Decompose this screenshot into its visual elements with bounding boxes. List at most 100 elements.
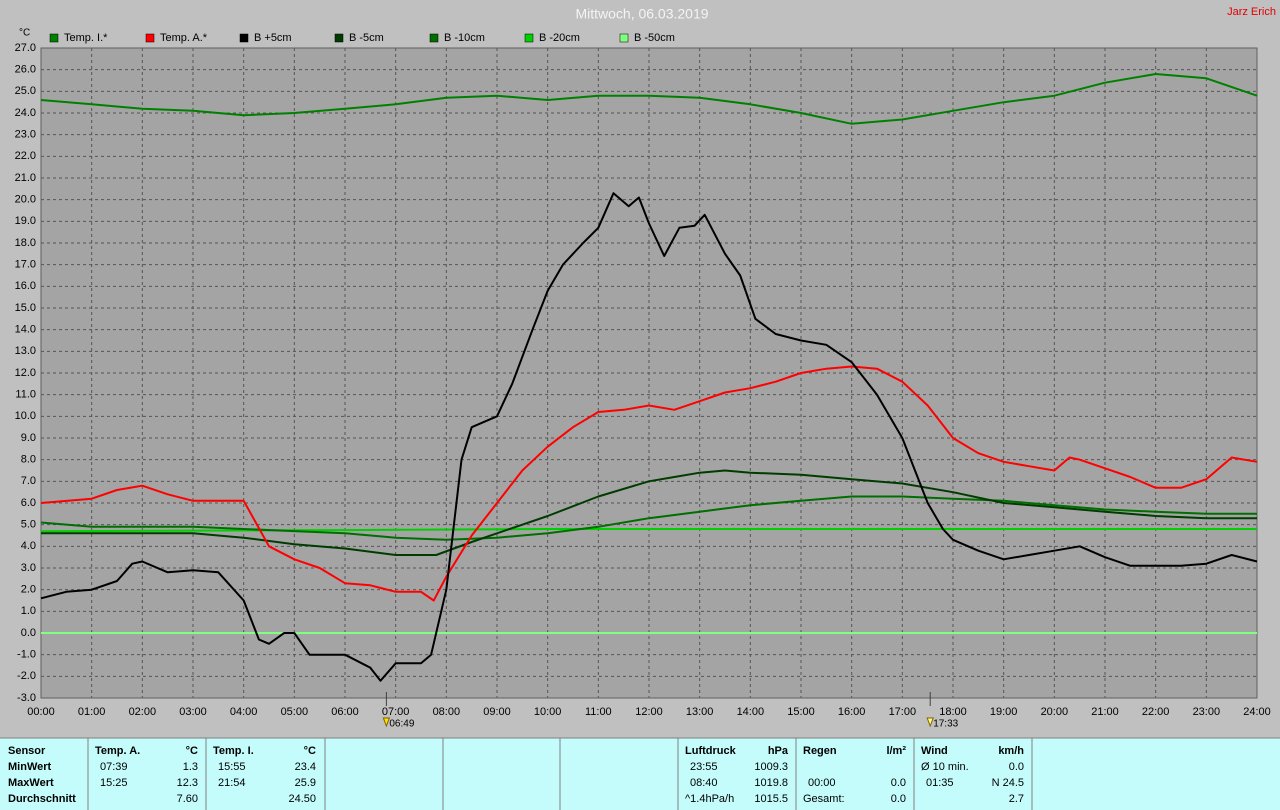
- x-tick-label: 15:00: [787, 706, 815, 718]
- x-tick-label: 23:00: [1193, 706, 1221, 718]
- stats-row-label: MinWert: [8, 761, 52, 773]
- x-tick-label: 01:00: [78, 706, 106, 718]
- x-tick-label: 16:00: [838, 706, 866, 718]
- stats-separators: [87, 738, 1033, 810]
- stats-value: 2.7: [1009, 793, 1024, 805]
- plot-border: [40, 47, 1258, 699]
- stats-col-header: Temp. A.: [95, 745, 140, 757]
- stats-row-label: Durchschnitt: [8, 793, 76, 805]
- y-tick-label: 9.0: [21, 432, 36, 444]
- stats-time: 08:40: [690, 777, 718, 789]
- stats-col-unit: °C: [186, 745, 198, 757]
- stats-col-header: Wind: [921, 745, 948, 757]
- stats-bg: [0, 738, 1280, 810]
- x-tick-label: 13:00: [686, 706, 714, 718]
- x-tick-label: 06:00: [331, 706, 359, 718]
- x-tick-label: 24:00: [1243, 706, 1271, 718]
- stats-value: N 24.5: [992, 777, 1024, 789]
- y-tick-label: 21.0: [15, 172, 36, 184]
- x-tick-label: 17:00: [889, 706, 917, 718]
- y-tick-label: 16.0: [15, 280, 36, 292]
- y-tick-label: 19.0: [15, 215, 36, 227]
- stats-col-unit: l/m²: [886, 745, 906, 757]
- y-tick-label: 7.0: [21, 475, 36, 487]
- y-tick-label: 1.0: [21, 605, 36, 617]
- stats-value: 12.3: [177, 777, 198, 789]
- series-line: [40, 495, 1257, 541]
- legend-label: B -5cm: [349, 32, 384, 44]
- x-tick-label: 12:00: [635, 706, 663, 718]
- x-tick-label: 21:00: [1091, 706, 1119, 718]
- stats-value: 7.60: [177, 793, 198, 805]
- sun-time: 17:33: [933, 719, 958, 730]
- stats-col-header: Temp. I.: [213, 745, 254, 757]
- legend-swatch: [334, 33, 344, 43]
- stats-header: Sensor: [8, 745, 46, 757]
- y-tick-label: 6.0: [21, 497, 36, 509]
- y-tick-label: 8.0: [21, 454, 36, 466]
- y-tick-label: 17.0: [15, 259, 36, 271]
- series-line: [40, 528, 1257, 533]
- y-tick-label: 18.0: [15, 237, 36, 249]
- x-tick-label: 00:00: [27, 706, 55, 718]
- legend-swatch: [524, 33, 534, 43]
- y-tick-label: -3.0: [17, 692, 36, 704]
- series-line: [40, 365, 1258, 602]
- sun-icon: [382, 717, 391, 728]
- y-tick-label: 14.0: [15, 324, 36, 336]
- sun-time: 06:49: [389, 719, 414, 730]
- x-tick-label: 02:00: [129, 706, 157, 718]
- stats-time: 23:55: [690, 761, 718, 773]
- x-tick-label: 07:00: [382, 706, 410, 718]
- legend-label: B -10cm: [444, 32, 485, 44]
- legend-swatch: [429, 33, 439, 43]
- stats-value: 0.0: [891, 777, 906, 789]
- y-tick-label: 26.0: [15, 64, 36, 76]
- x-tick-label: 11:00: [585, 706, 612, 718]
- legend-label: B +5cm: [254, 32, 292, 44]
- y-tick-label: -2.0: [17, 670, 36, 682]
- y-tick-label: 23.0: [15, 129, 36, 141]
- y-tick-label: -1.0: [17, 649, 36, 661]
- series-line: [41, 469, 1257, 556]
- stats-time: 21:54: [218, 777, 246, 789]
- legend-swatch: [239, 33, 249, 43]
- chart-title: Mittwoch, 06.03.2019: [575, 6, 708, 22]
- y-tick-label: 24.0: [15, 107, 36, 119]
- y-tick-label: 5.0: [21, 519, 36, 531]
- stats-time: ^1.4hPa/h: [685, 793, 734, 805]
- series-line: [40, 192, 1258, 682]
- legend-label: Temp. A.*: [160, 32, 208, 44]
- stats-time: 01:35: [926, 777, 954, 789]
- x-tick-label: 05:00: [281, 706, 309, 718]
- y-tick-label: 13.0: [15, 345, 36, 357]
- x-tick-label: 22:00: [1142, 706, 1170, 718]
- stats-value: 23.4: [295, 761, 316, 773]
- stats-col-unit: km/h: [998, 745, 1024, 757]
- x-tick-label: 09:00: [483, 706, 511, 718]
- series-line: [40, 73, 1258, 125]
- stats-value: 1019.8: [754, 777, 788, 789]
- y-tick-label: 0.0: [21, 627, 36, 639]
- legend-swatch: [145, 33, 155, 43]
- stats-value: 0.0: [891, 793, 906, 805]
- stats-value: 1009.3: [754, 761, 788, 773]
- stats-col-unit: °C: [304, 745, 316, 757]
- legend-swatch: [49, 33, 59, 43]
- stats-time: Gesamt:: [803, 793, 845, 805]
- y-tick-label: 22.0: [15, 150, 36, 162]
- stats-value: 1015.5: [754, 793, 788, 805]
- x-tick-label: 19:00: [990, 706, 1018, 718]
- author: Jarz Erich: [1227, 6, 1276, 18]
- legend-label: B -20cm: [539, 32, 580, 44]
- x-tick-label: 04:00: [230, 706, 258, 718]
- y-tick-label: 4.0: [21, 540, 36, 552]
- y-tick-label: 11.0: [15, 389, 36, 401]
- sun-icon: [926, 717, 934, 728]
- stats-time: 00:00: [808, 777, 836, 789]
- y-tick-label: 20.0: [15, 194, 36, 206]
- x-tick-label: 18:00: [939, 706, 967, 718]
- stats-value: 0.0: [1009, 761, 1024, 773]
- stats-value: 25.9: [295, 777, 316, 789]
